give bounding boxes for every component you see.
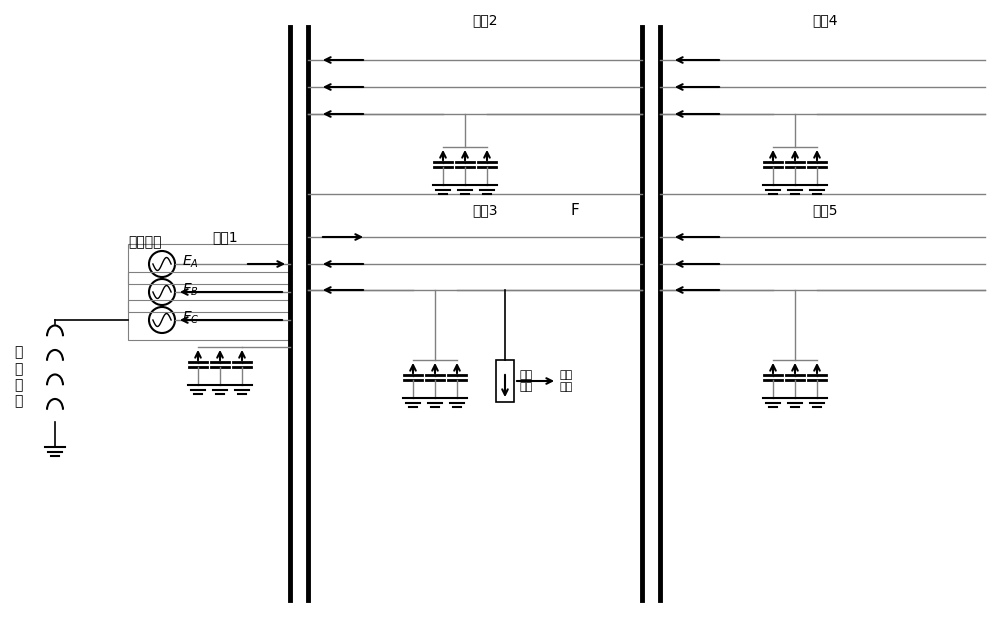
Text: 线路3: 线路3 [472, 203, 498, 217]
Text: 线路2: 线路2 [472, 13, 498, 27]
Text: 消
弧
线
圈: 消 弧 线 圈 [14, 346, 22, 408]
Text: $E_B$: $E_B$ [182, 282, 199, 298]
Text: 线路5: 线路5 [812, 203, 838, 217]
Text: 三相电源: 三相电源 [128, 235, 162, 249]
Text: 接地
电阻: 接地 电阻 [520, 370, 533, 392]
Text: 接地
电流: 接地 电流 [560, 370, 573, 392]
Text: 线路4: 线路4 [812, 13, 838, 27]
Text: $E_C$: $E_C$ [182, 310, 200, 326]
Text: F: F [571, 202, 579, 217]
Text: 线路1: 线路1 [212, 230, 238, 244]
Text: $E_A$: $E_A$ [182, 254, 199, 270]
